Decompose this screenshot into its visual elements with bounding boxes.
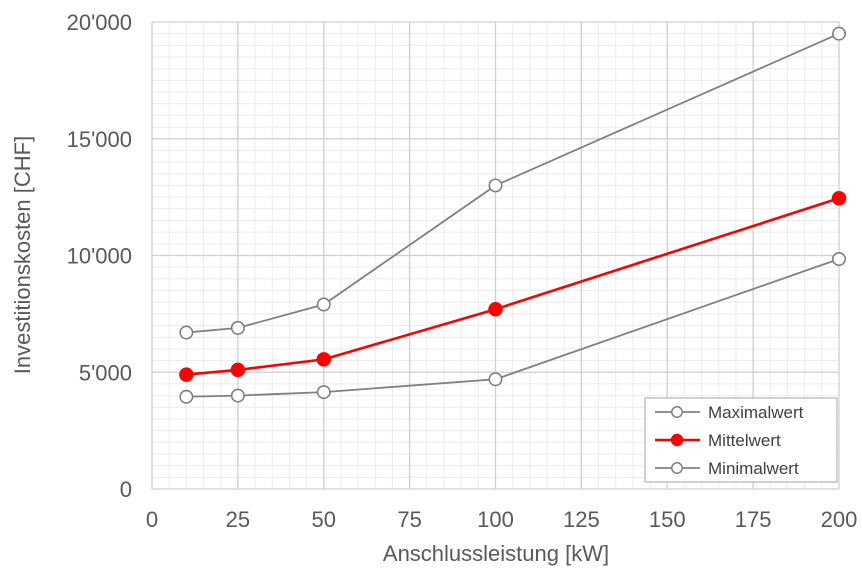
legend-item-minimalwert: Minimalwert (655, 459, 799, 478)
y-tick-label: 5'000 (79, 360, 132, 385)
x-tick-label: 0 (146, 507, 158, 532)
data-point (316, 297, 331, 312)
data-point (831, 26, 846, 41)
series-mittelwert (179, 191, 847, 382)
data-point (831, 191, 847, 206)
data-point (230, 388, 245, 403)
legend-marker (671, 406, 683, 418)
legend-label: Mittelwert (708, 431, 781, 450)
x-axis-title: Anschlussleistung [kW] (383, 541, 609, 566)
x-tick-label: 50 (312, 507, 336, 532)
legend-label: Minimalwert (708, 459, 799, 478)
data-point (316, 385, 331, 400)
legend-label: Maximalwert (708, 403, 804, 422)
legend: Maximalwert Mittelwert Minimalwert (644, 397, 838, 483)
data-point (230, 320, 245, 335)
legend-marker (670, 433, 684, 447)
x-tick-label: 125 (563, 507, 600, 532)
data-point (488, 301, 503, 317)
y-tick-label: 0 (120, 477, 132, 502)
legend-marker (671, 462, 683, 474)
data-point (179, 389, 194, 404)
data-point (179, 325, 194, 340)
data-point (488, 372, 503, 387)
y-tick-label: 10'000 (67, 244, 132, 269)
legend-item-maximalwert: Maximalwert (655, 403, 804, 422)
x-tick-label: 175 (735, 507, 772, 532)
data-point (179, 367, 194, 382)
x-tick-label: 200 (821, 507, 858, 532)
y-tick-label: 15'000 (67, 127, 132, 152)
legend-item-mittelwert: Mittelwert (655, 431, 781, 450)
series (179, 26, 847, 404)
x-tick-label: 100 (477, 507, 514, 532)
tick-labels: 0 25 50 75 100 125 150 175 200 0 5'000 10'000 15'000… (67, 10, 858, 532)
x-tick-label: 75 (397, 507, 421, 532)
data-point (831, 252, 846, 267)
series-minimalwert (179, 252, 846, 404)
y-tick-label: 20'000 (67, 10, 132, 35)
x-tick-label: 25 (226, 507, 250, 532)
data-point (488, 178, 503, 193)
x-tick-label: 150 (649, 507, 686, 532)
series-maximalwert (179, 26, 846, 340)
data-point (230, 362, 246, 378)
y-axis-title: Investitionskosten [CHF] (10, 136, 35, 374)
data-point (316, 352, 331, 367)
